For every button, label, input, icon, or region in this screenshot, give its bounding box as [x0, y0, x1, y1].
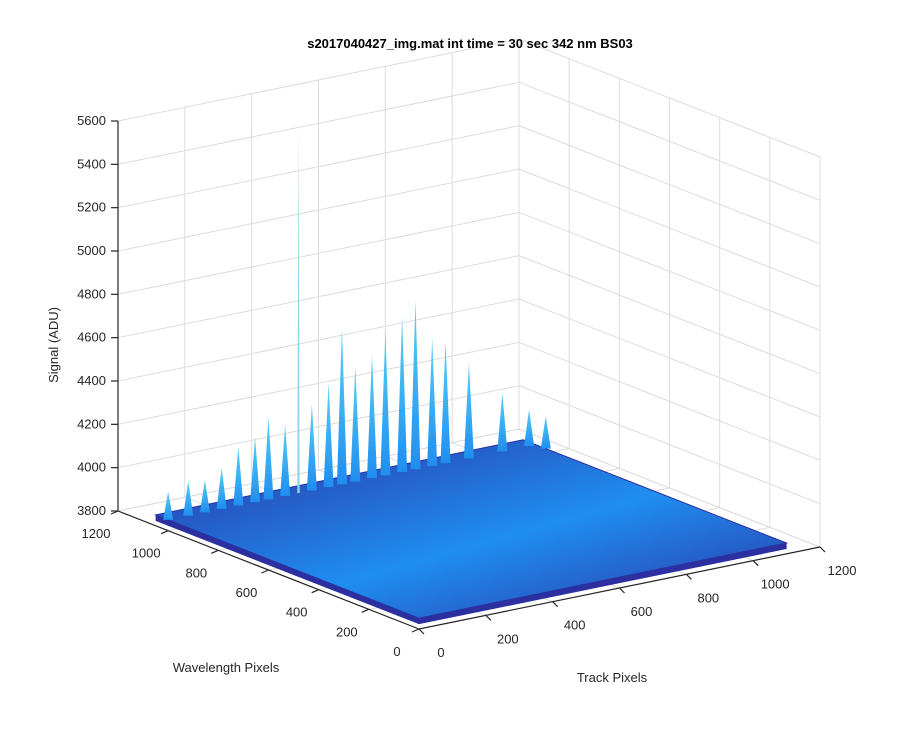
y-tick-label: 1200: [82, 526, 111, 541]
chart-title: s2017040427_img.mat int time = 30 sec 34…: [307, 36, 633, 51]
z-tick-label: 5000: [77, 243, 106, 258]
x-tick-mark: [552, 601, 559, 608]
signal-spike-1: [183, 481, 194, 516]
signal-spike-3: [216, 467, 227, 509]
surface-edge-left: [155, 514, 419, 625]
grid-line-z: [117, 125, 821, 245]
y-tick-mark: [411, 628, 420, 633]
y-axis-label: Wavelength Pixels: [173, 660, 280, 675]
grid-line-z: [117, 211, 821, 331]
grid-line-z: [117, 341, 821, 461]
z-tick-label: 4200: [77, 416, 106, 431]
z-tick-label: 5200: [77, 200, 106, 215]
grid-line-z: [117, 298, 821, 418]
y-tick-label: 200: [336, 624, 358, 639]
y-tick-label: 800: [185, 565, 207, 580]
x-tick-label: 0: [437, 645, 444, 660]
z-tick-label: 4000: [77, 460, 106, 475]
z-tick-label: 4400: [77, 373, 106, 388]
y-tick-label: 1000: [132, 546, 161, 561]
signal-spike-5: [250, 437, 261, 503]
signal-spike-19: [463, 363, 474, 459]
y-tick-label: 400: [286, 605, 308, 620]
z-tick-label: 4800: [77, 286, 106, 301]
x-tick-label: 800: [697, 590, 719, 605]
y-tick-label: 600: [236, 585, 258, 600]
signal-spike-16: [410, 300, 421, 470]
y-tick-label: 0: [393, 644, 400, 659]
signal-spike-18: [440, 341, 451, 464]
x-axis-label: Track Pixels: [577, 670, 648, 685]
signal-spike-0: [163, 491, 174, 520]
x-tick-label: 1000: [761, 577, 790, 592]
signal-spike-4: [233, 446, 244, 506]
x-tick-label: 400: [564, 618, 586, 633]
signal-spike-8: [297, 124, 300, 494]
signal-spike-20: [497, 393, 508, 452]
grid-line-z: [117, 385, 821, 505]
signal-spike-12: [350, 366, 361, 482]
signal-spike-10: [323, 383, 334, 488]
signal-spike-22: [540, 416, 551, 449]
z-tick-label: 4600: [77, 330, 106, 345]
tick-layer: 0 200 400 600 800 1000 1200 0 200 400 600 800 1000 12…: [77, 113, 856, 660]
y-tick-mark: [160, 530, 169, 535]
z-tick-label: 5600: [77, 113, 106, 128]
grid-line-z: [117, 81, 821, 201]
grid-line-floor-y: [117, 428, 520, 512]
signal-spike-2: [199, 479, 210, 513]
y-tick-mark: [261, 569, 269, 574]
grid-line-z: [117, 38, 821, 158]
grid-line-z: [117, 168, 821, 288]
surface-edge-right: [419, 543, 787, 625]
y-tick-mark: [361, 608, 370, 613]
y-tick-mark: [311, 589, 319, 594]
x-tick-label: 200: [497, 631, 519, 646]
z-tick-label: 3800: [77, 503, 106, 518]
x-tick-mark: [685, 573, 692, 580]
signal-spike-14: [380, 330, 391, 476]
x-tick-mark: [752, 560, 759, 567]
signal-spike-15: [397, 316, 408, 472]
z-tick-label: 5400: [77, 156, 106, 171]
signal-spike-9: [306, 403, 317, 491]
y-tick-mark: [211, 549, 219, 554]
signal-spike-13: [367, 354, 378, 479]
signal-spike-6: [263, 417, 274, 500]
grid-line-z: [117, 255, 821, 375]
x-tick-mark: [619, 587, 625, 594]
surface-layer: [153, 124, 789, 625]
x-tick-mark: [819, 546, 826, 553]
x-tick-mark: [485, 614, 492, 621]
signal-spike-11: [336, 328, 347, 485]
signal-spike-7: [280, 424, 291, 496]
x-tick-label: 600: [631, 604, 653, 619]
signal-spike-21: [524, 409, 535, 447]
x-tick-label: 1200: [828, 563, 857, 578]
z-axis-label: Signal (ADU): [46, 307, 61, 383]
x-tick-mark: [418, 628, 425, 635]
signal-spike-17: [427, 338, 438, 466]
